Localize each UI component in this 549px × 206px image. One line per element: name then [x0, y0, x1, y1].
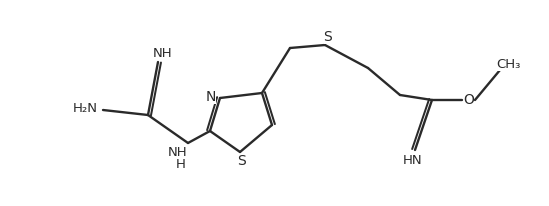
Text: H₂N: H₂N: [72, 102, 98, 115]
Text: S: S: [323, 30, 332, 44]
Text: H: H: [176, 158, 186, 171]
Text: NH: NH: [153, 47, 173, 60]
Text: O: O: [463, 93, 474, 107]
Text: NH: NH: [168, 146, 188, 159]
Text: CH₃: CH₃: [496, 57, 520, 70]
Text: S: S: [237, 154, 245, 168]
Text: HN: HN: [403, 153, 423, 166]
Text: N: N: [206, 90, 216, 104]
